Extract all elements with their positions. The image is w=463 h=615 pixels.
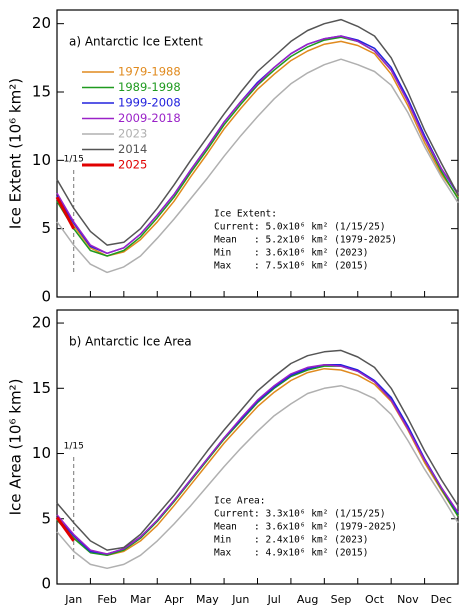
x-tick-label: Jan	[64, 593, 82, 606]
y-tick-label: 10	[32, 151, 51, 169]
y-axis-label: Ice Extent (10⁶ km²)	[7, 78, 25, 229]
stats-note: Mean : 5.2x10⁶ km² (1979-2025)	[214, 235, 397, 246]
x-tick-label: Nov	[397, 593, 419, 606]
series-line	[56, 40, 459, 257]
x-tick-label: Mar	[130, 593, 151, 606]
series-line	[56, 384, 459, 570]
stats-note: Min : 3.6x10⁶ km² (2023)	[214, 248, 368, 259]
y-tick-label: 10	[32, 444, 51, 462]
stats-note: Mean : 3.6x10⁶ km² (1979-2025)	[214, 522, 397, 533]
stats-note: Ice Area:	[214, 496, 265, 507]
stats-note: Max : 4.9x10⁶ km² (2015)	[214, 548, 368, 559]
x-tick-label: Jun	[231, 593, 249, 606]
series-line	[56, 364, 459, 555]
x-tick-label: Feb	[97, 593, 116, 606]
y-tick-label: 0	[41, 575, 51, 593]
y-tick-label: 5	[41, 219, 51, 237]
x-tick-label: Sep	[331, 593, 352, 606]
legend-label: 2025	[118, 158, 147, 172]
y-tick-label: 15	[32, 379, 51, 397]
panel-title: b) Antarctic Ice Area	[69, 335, 192, 349]
panel-title: a) Antarctic Ice Extent	[69, 35, 203, 49]
series-line	[56, 349, 459, 551]
x-tick-label: Aug	[297, 593, 318, 606]
x-tick-label: Apr	[164, 593, 184, 606]
series-line	[56, 35, 459, 255]
legend-label: 2014	[118, 142, 147, 156]
series-line	[55, 516, 75, 542]
y-tick-label: 20	[32, 14, 51, 32]
stats-note: Current: 3.3x10⁶ km² (1/15/25)	[214, 509, 386, 520]
legend-label: 2023	[118, 127, 147, 141]
legend-label: 1979-1988	[118, 65, 181, 79]
legend-label: 2009-2018	[118, 111, 181, 125]
stats-note: Max : 7.5x10⁶ km² (2015)	[214, 261, 368, 272]
x-tick-label: Oct	[365, 593, 385, 606]
series-line	[56, 18, 459, 246]
y-tick-label: 20	[32, 314, 51, 332]
legend-label: 1989-1998	[118, 80, 181, 94]
y-tick-label: 0	[41, 288, 51, 306]
x-tick-label: Dec	[431, 593, 452, 606]
stats-note: Ice Extent:	[214, 209, 277, 220]
series-line	[55, 196, 76, 230]
date-marker-label: 1/15	[64, 155, 84, 165]
legend-label: 1999-2008	[118, 96, 181, 110]
y-tick-label: 15	[32, 83, 51, 101]
x-tick-label: Jul	[267, 593, 281, 606]
y-axis-label: Ice Area (10⁶ km²)	[7, 379, 25, 516]
stats-note: Current: 5.0x10⁶ km² (1/15/25)	[214, 222, 386, 233]
y-tick-label: 5	[41, 509, 51, 527]
stats-note: Min : 2.4x10⁶ km² (2023)	[214, 535, 368, 546]
series-line	[56, 58, 459, 274]
x-tick-label: May	[196, 593, 219, 606]
date-marker-label: 1/15	[64, 442, 84, 452]
